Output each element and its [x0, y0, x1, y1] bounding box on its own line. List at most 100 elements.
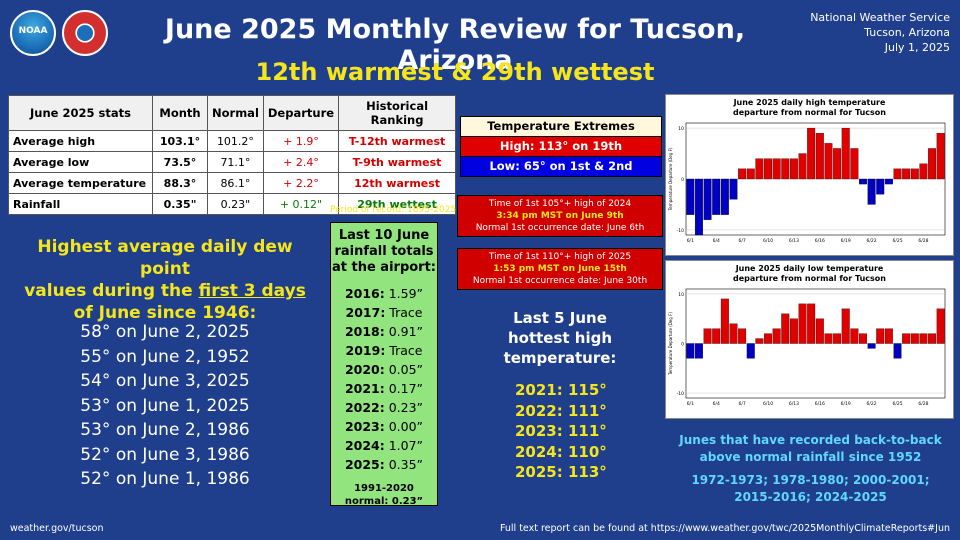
rain-year: 2017: [345, 305, 386, 320]
y-tick-label: -10 [677, 391, 684, 397]
rainfall-heading-line: at the airport: [331, 260, 437, 275]
list-item: 55° on June 2, 1952 [80, 346, 250, 367]
bar [781, 158, 790, 180]
stat-ranking: 29th wettest [338, 193, 457, 215]
dew-heading-line3: of June since 1946: [73, 303, 257, 323]
org-location: Tucson, Arizona [864, 26, 950, 39]
dew-heading-line1: Highest average daily dew point [37, 237, 293, 279]
list-item: 2016: 1.59” [331, 284, 437, 303]
first-110-box: Time of 1st 110°+ high of 2025 1:53 pm M… [457, 248, 663, 290]
x-tick-label: 6/25 [892, 238, 902, 244]
bar [755, 158, 764, 180]
y-axis-label: Temperature Departure (Deg F) [668, 147, 673, 211]
bar [867, 178, 876, 205]
bar [789, 158, 798, 180]
stat-normal: 101.2° [207, 130, 264, 152]
rain-value: 0.05” [384, 362, 424, 377]
bar [703, 328, 712, 344]
x-tick-label: 6/13 [789, 401, 799, 407]
stats-header: June 2025 stats [8, 95, 153, 131]
list-item: 2018: 0.91” [331, 322, 437, 341]
bar [928, 148, 937, 180]
rainfall-normal: 1991-2020 normal: 0.23” [331, 482, 437, 508]
x-tick-label: 6/25 [892, 401, 902, 407]
rain-year: 2023: [344, 419, 385, 434]
stats-header-row: June 2025 stats Month Normal Departure H… [8, 95, 457, 131]
hottest-list: 2021: 115° 2022: 111° 2023: 111° 2024: 1… [515, 380, 607, 483]
list-item: 2025: 0.35” [331, 455, 437, 474]
x-tick-label: 6/13 [789, 238, 799, 244]
nws-logo-center [77, 25, 93, 41]
bar [720, 178, 729, 215]
hottest-heading: Last 5 June hottest high temperature: [490, 308, 630, 368]
bar [936, 133, 945, 180]
bar [884, 328, 893, 344]
rain-year: 2019: [345, 343, 386, 358]
hottest-heading-line: temperature: [503, 349, 617, 367]
list-item: 52° on June 1, 1986 [80, 469, 250, 489]
table-row: Average low 73.5° 71.1° + 2.4° T-9th war… [8, 151, 457, 173]
y-tick-label: 10 [678, 126, 684, 132]
rainfall-list: 2016: 1.59” 2017: Trace 2018: 0.91” 2019… [331, 284, 437, 474]
list-item: 2021: 115° [515, 381, 607, 399]
bar [833, 148, 842, 180]
bar [815, 318, 824, 344]
rain-year: 2018: [344, 324, 385, 339]
stat-departure: + 0.12" [262, 193, 340, 215]
chart-title: departure from normal for Tucson [733, 274, 886, 283]
bar [798, 303, 807, 344]
stat-departure: + 1.9° [262, 130, 340, 152]
rainfall-box: Last 10 June rainfall totals at the airp… [330, 222, 438, 508]
stat-name: Rainfall [8, 193, 153, 215]
stat-month: 73.5° [152, 151, 208, 173]
rainfall-heading: Last 10 June rainfall totals at the airp… [331, 228, 437, 276]
stat-ranking: 12th warmest [338, 172, 457, 194]
bar [850, 328, 859, 344]
x-tick-label: 6/1 [687, 401, 694, 407]
list-item: 2017: Trace [331, 303, 437, 322]
org-name: National Weather Service [810, 11, 950, 24]
bar [919, 163, 928, 180]
bar [859, 178, 867, 185]
bar [746, 343, 755, 359]
stat-departure: + 2.2° [262, 172, 340, 194]
bar [928, 333, 937, 344]
rain-year: 2024: [344, 438, 385, 453]
table-row: Average temperature 88.3° 86.1° + 2.2° 1… [8, 172, 457, 194]
x-tick-label: 6/28 [918, 401, 928, 407]
footer-report-link: Full text report can be found at https:/… [499, 523, 950, 534]
x-tick-label: 6/4 [713, 238, 720, 244]
stats-header: Normal [207, 95, 264, 131]
rain-year: 2022: [344, 400, 385, 415]
bar [764, 158, 772, 180]
stat-name: Average low [8, 151, 153, 173]
bar [686, 343, 695, 359]
list-item: 2022: 0.23” [331, 398, 437, 417]
bar [815, 133, 824, 180]
bar [694, 343, 703, 359]
bar [772, 158, 781, 180]
list-item: 2024: 1.07” [331, 436, 437, 455]
footer-site: weather.gov/tucson [10, 523, 104, 534]
rain-value: 1.59” [384, 286, 424, 301]
rainfall-normal-value: normal: 0.23” [344, 496, 424, 507]
extremes-title: Temperature Extremes [461, 117, 661, 137]
list-item: 54° on June 3, 2025 [80, 371, 250, 391]
list-item: 2020: 0.05” [331, 360, 437, 379]
bar [738, 328, 747, 344]
b2b-years: 2015-2016; 2024-2025 [734, 490, 887, 504]
bar [686, 178, 695, 215]
bar [884, 178, 893, 185]
dew-heading: Highest average daily dew point values d… [20, 236, 310, 324]
nws-logo [62, 10, 108, 56]
occ-title: Time of 1st 110°+ high of 2025 [488, 252, 632, 262]
bar [772, 328, 781, 344]
bar [703, 178, 712, 220]
stats-table: June 2025 stats Month Normal Departure H… [8, 95, 457, 215]
rain-value: Trace [385, 305, 423, 320]
high-departure-chart: June 2025 daily high temperaturedepartur… [665, 94, 954, 256]
temperature-extremes: Temperature Extremes High: 113° on 19th … [460, 116, 662, 177]
stat-month: 0.35" [152, 193, 208, 215]
bar [729, 178, 738, 200]
stat-ranking: T-12th warmest [338, 130, 457, 152]
